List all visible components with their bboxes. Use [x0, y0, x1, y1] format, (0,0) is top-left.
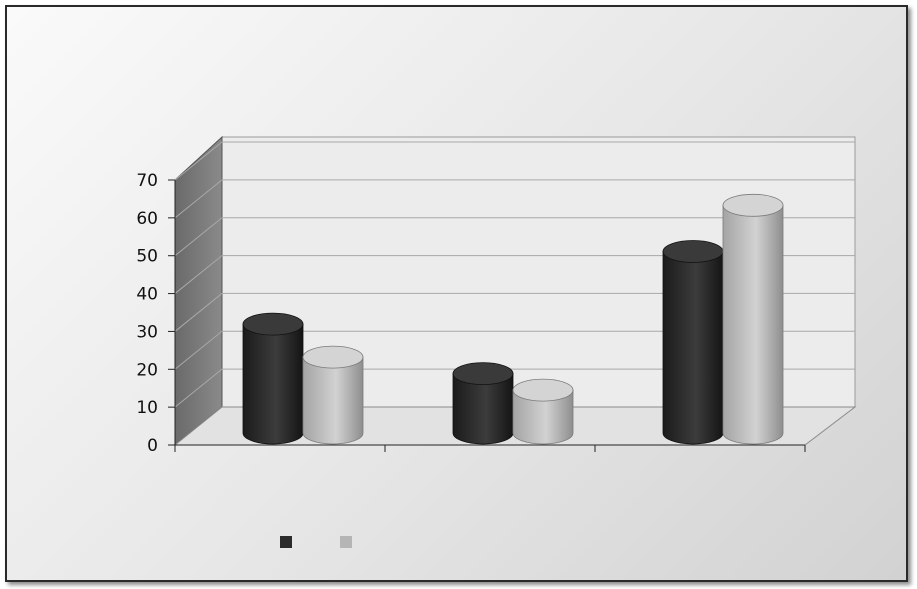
bar-body: [242, 323, 304, 445]
bar-top: [512, 378, 574, 402]
bars: [242, 193, 784, 445]
gridline: [174, 292, 855, 332]
bar-top: [722, 193, 784, 217]
legend-item: [280, 536, 300, 548]
y-tick-label: 50: [136, 247, 158, 267]
legend-swatch: [280, 536, 292, 548]
bar: [722, 193, 784, 445]
gridline: [174, 368, 855, 408]
gridline: [174, 217, 855, 257]
bar: [512, 378, 574, 445]
y-tick-label: 0: [147, 436, 158, 456]
bar-body: [512, 389, 574, 445]
bar-top: [302, 345, 364, 369]
side-wall: [174, 135, 223, 447]
gridline: [174, 141, 855, 181]
y-tick-label: 30: [136, 322, 158, 342]
bar-body: [722, 204, 784, 445]
y-tick-label: 10: [136, 398, 158, 418]
bar-top: [662, 240, 724, 263]
gridline: [174, 255, 855, 294]
y-tick-label: 20: [136, 360, 158, 380]
bar-body: [302, 356, 364, 445]
bar-body: [662, 251, 724, 445]
bar-top: [452, 362, 514, 386]
gridline: [174, 330, 855, 370]
bar: [302, 345, 364, 445]
bar: [662, 240, 724, 445]
y-tick-label: 40: [136, 285, 158, 305]
y-tick-label: 70: [136, 171, 158, 191]
gridlines: [174, 141, 855, 408]
legend-item: [340, 536, 360, 548]
bar-body: [452, 373, 514, 445]
bar-top: [242, 312, 304, 336]
bar: [452, 362, 514, 445]
x-axis-ticks: [174, 445, 806, 452]
bar: [242, 312, 304, 445]
y-tick-label: 60: [136, 209, 158, 229]
legend-swatch: [340, 536, 352, 548]
y-axis-ticks: 0 10 20 30 40 50 60 70: [136, 171, 175, 456]
legend: [280, 536, 360, 548]
gridline: [174, 179, 855, 219]
